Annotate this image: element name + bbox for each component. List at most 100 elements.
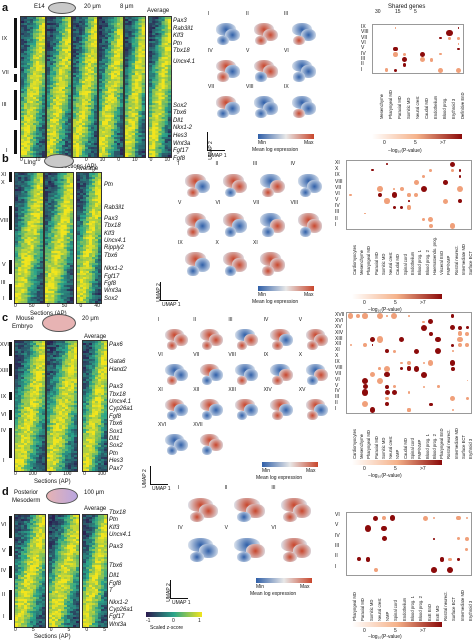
dotplot-row-label: III [361,56,366,62]
umap-cluster-label: VII [193,352,200,358]
dotplot-dot [385,349,390,354]
umap-cluster-label: I [178,485,180,491]
dotplot-dot [439,53,442,56]
dotplot-row-label: VI [361,40,366,46]
umap-blob [279,333,294,346]
colorbar [262,462,318,467]
dotplot-row-label: VII [361,34,368,41]
umap-tile: III [282,12,320,49]
umap-tile: XVII [191,423,226,458]
dotplot-row-label: VI [335,512,340,518]
cluster-label: XVII [0,342,11,348]
embryo-icon [48,2,76,14]
dotplot-col-label: Mesenchyme [378,94,384,119]
dotplot-dot [457,558,460,561]
umap-tile: V [297,318,332,353]
sample-label-2: Mesoderm [12,498,41,504]
dotplot-dot [458,175,462,178]
dotplot-dot [385,396,389,400]
dotplot-dot [392,385,396,389]
dotplot-dot [371,344,374,347]
cluster-label: IV [1,428,7,434]
umap-blob [262,226,274,237]
umap-tile: IX [176,240,214,280]
dotplot-row-label: II [335,400,338,407]
dotplot-dot [457,537,461,541]
dotplot-dot [465,396,469,400]
dotplot-row-label: I [335,221,337,228]
dotplot-dot [438,67,443,73]
umap-tile: III [251,162,289,201]
dotplot-dot [376,312,383,320]
dotplot-dot [451,343,455,347]
dotplot-dot [362,383,368,390]
dotplot-row-label: XI [335,347,340,354]
umap-blob [208,333,223,346]
umap-blob [243,403,259,416]
panel-letter: b [2,153,9,165]
dotplot-dot [432,537,435,540]
cluster-label: V [2,262,6,268]
umap-tile: V [176,201,214,240]
embryo-icon [46,488,78,504]
dotplot-dot [369,336,376,343]
axis-arrow [170,580,171,598]
dotplot-dot [451,350,454,353]
dotplot-dot [457,36,460,40]
panel-letter: a [2,2,9,14]
umap-blob [173,368,188,381]
dotplot-col-label: Pharyngeal MD [387,90,393,119]
umap-grid: I II III IV V VI VII VIII IX X XI [176,162,326,280]
dotplot-row-label: V [335,382,339,389]
umap-blob [173,403,188,416]
cluster-label: VIII [0,218,9,224]
dotplot-dot [457,198,463,204]
pval-label: −log₁₀(P-value) [368,473,402,479]
cluster-bar [9,410,12,420]
heatmap-xlabel: Sections (AP) [34,634,71,640]
heatmap-column [98,16,124,158]
axis-arrow [150,466,151,484]
dotplot-row-label: IX [335,359,340,366]
dotplot: XI X IX VIII VII VI V IV III II I Cardiomyocytes Mes… [335,160,473,275]
umap-blob [272,375,283,385]
dotplot-dot [429,168,433,172]
heatmap-ticks: 0 50 0 50 0 40 [14,303,100,309]
dotplot-dot [464,536,470,542]
dotplot-dot [413,180,419,185]
umap-blob [187,226,199,237]
colorbar-min: Min [256,584,265,590]
dotplot-col-label: Blood prog. 2 [431,434,437,459]
colorbar-max: Max [304,292,314,298]
umap-cluster-label: VIII [290,200,299,207]
dotplot-dot [381,536,387,542]
dotplot-col-label: Blood prog. 1 [410,596,415,621]
pval-tick: 0 [363,466,366,472]
dotplot-col-label: Paraxial MD [396,96,402,119]
dotplot-dot [450,325,456,331]
pval-colorbar [372,134,462,139]
dotplot-dot [370,372,375,378]
dotplot-dot [436,385,440,388]
dotplot-col-label: Blood prog. 1 [417,250,423,275]
dotplot-dot [451,314,455,318]
colorbar-title: Mean log expression [252,299,299,305]
dotplot-col-label: Surface ECT [468,251,474,275]
umap-cluster-label: III [253,161,258,167]
umap-tile: VIII [289,201,327,240]
pval-tick: 0 [363,300,366,306]
umap-tile: VI [282,48,320,86]
dotplot-row-label: III [335,394,340,401]
umap-cluster-label: II [246,11,249,17]
average-heatmap [82,514,108,628]
umap-blob [279,403,294,416]
dotplot-row-label: VI [335,376,340,383]
cluster-label: V [2,548,6,554]
umap-cluster-label: II [193,317,196,323]
dotplot-col-label: Surface ECT [461,435,467,459]
dotplot-col-label: FMP/NMP [417,439,423,459]
dotplot-dot [457,26,460,29]
cluster-label: VII [2,70,9,76]
umap-blob [292,544,312,558]
umap-cluster-label: V [224,525,228,531]
